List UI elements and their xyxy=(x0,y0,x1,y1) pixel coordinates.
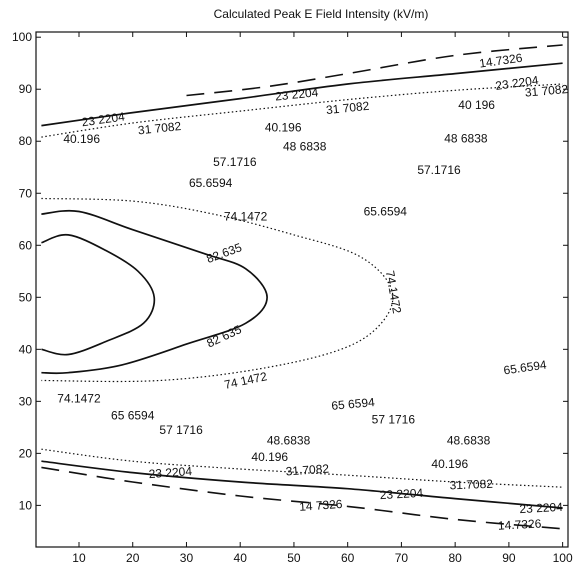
contour-label: 65 6594 xyxy=(111,408,155,422)
contour-label: 31.7082 xyxy=(285,461,330,478)
contour-label: 40.196 xyxy=(265,121,302,135)
contour-label: 57.1716 xyxy=(417,163,461,177)
y-axis: 10 20 30 40 50 60 70 80 90 100 xyxy=(12,30,568,512)
contour-lines xyxy=(41,44,563,530)
x-tick-label: 10 xyxy=(72,551,86,565)
contour-label: 74.1472 xyxy=(383,269,404,314)
contour-label: 74.1472 xyxy=(57,392,101,406)
contour-label: 82.635 xyxy=(204,240,244,266)
contour-label: 23 2204 xyxy=(379,486,423,502)
contour-label: 57 1716 xyxy=(159,423,203,437)
contour-line xyxy=(186,44,563,97)
x-tick-label: 70 xyxy=(395,551,409,565)
contour-label: 23 2204 xyxy=(81,109,126,129)
contour-label: 48 6838 xyxy=(444,132,488,146)
x-tick-label: 90 xyxy=(502,551,516,565)
contour-line xyxy=(41,466,563,530)
contour-line xyxy=(41,83,563,138)
contour-label: 14 7326 xyxy=(299,497,344,514)
contour-label: 40.196 xyxy=(251,450,288,464)
y-tick-label: 80 xyxy=(19,134,33,148)
y-tick-label: 50 xyxy=(19,290,33,304)
y-tick-label: 70 xyxy=(19,186,33,200)
contour-label: 48.6838 xyxy=(267,433,311,447)
y-tick-label: 40 xyxy=(19,342,33,356)
contour-label: 65.6594 xyxy=(189,176,233,190)
contour-label: 40 196 xyxy=(458,98,495,112)
contour-line xyxy=(41,197,394,383)
contour-line xyxy=(41,460,563,509)
contour-label: 14.7326 xyxy=(478,51,523,71)
contour-label: 57 1716 xyxy=(372,413,416,427)
contour-label: 31 7082 xyxy=(137,119,182,137)
contour-label: 40.196 xyxy=(63,132,100,146)
contour-label: 74.1472 xyxy=(224,210,268,224)
contour-label: 23 2204 xyxy=(494,73,539,93)
x-tick-label: 40 xyxy=(234,551,248,565)
y-tick-label: 30 xyxy=(19,394,33,408)
chart-title: Calculated Peak E Field Intensity (kV/m) xyxy=(214,7,429,21)
contour-label: 23 2204 xyxy=(519,500,563,516)
x-tick-label: 100 xyxy=(553,551,573,565)
x-axis: 10 20 30 40 50 60 70 80 90 100 xyxy=(72,32,573,565)
x-tick-label: 20 xyxy=(126,551,140,565)
y-tick-label: 10 xyxy=(19,498,33,512)
contour-line xyxy=(41,62,563,127)
y-tick-label: 60 xyxy=(19,238,33,252)
contour-label: 57.1716 xyxy=(213,155,257,169)
contour-label: 23 2204 xyxy=(148,464,193,481)
contour-label: 14.7326 xyxy=(498,516,542,532)
plot-area-frame xyxy=(35,31,569,548)
y-tick-label: 90 xyxy=(19,82,33,96)
contour-label: 74 1472 xyxy=(223,369,269,392)
contour-line xyxy=(41,209,268,375)
y-tick-label: 100 xyxy=(12,30,32,44)
contour-label: 40.196 xyxy=(431,457,468,471)
contour-line xyxy=(41,448,563,488)
y-tick-label: 20 xyxy=(19,446,33,460)
x-tick-label: 60 xyxy=(341,551,355,565)
contour-label: 48 6838 xyxy=(283,139,327,153)
contour-label: 65 6594 xyxy=(331,395,376,413)
contour-label: 65.6594 xyxy=(503,358,548,378)
contour-label: 23 2204 xyxy=(274,85,319,103)
x-tick-label: 80 xyxy=(448,551,462,565)
contour-label: 31.7082 xyxy=(449,477,493,493)
x-tick-label: 30 xyxy=(180,551,194,565)
contour-label: 31 7082 xyxy=(325,99,370,117)
contour-line xyxy=(41,233,156,356)
contour-label: 82 635 xyxy=(204,322,243,350)
contour-label: 65.6594 xyxy=(364,204,408,218)
x-tick-label: 50 xyxy=(287,551,301,565)
contour-label: 31 7082 xyxy=(524,82,569,100)
contour-label: 48.6838 xyxy=(447,433,491,447)
